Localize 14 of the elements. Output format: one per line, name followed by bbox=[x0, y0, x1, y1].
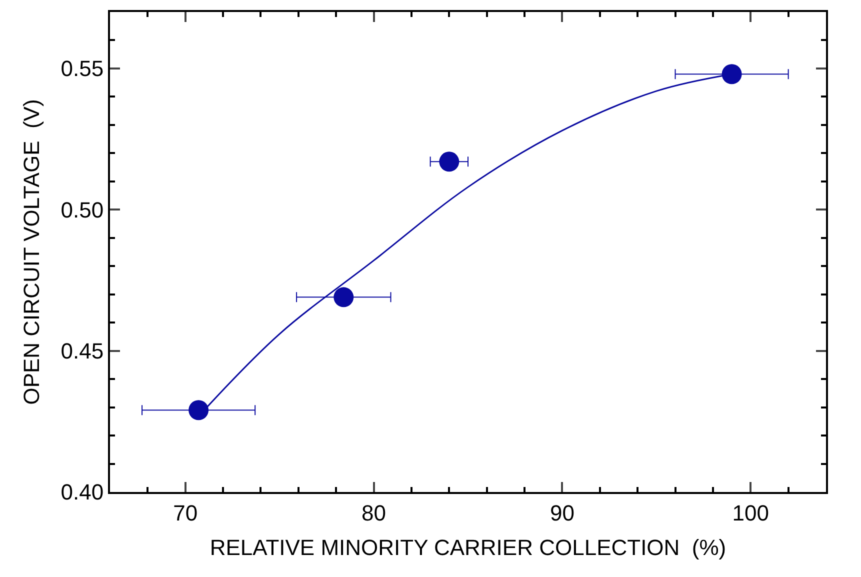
x-tick-label: 90 bbox=[550, 500, 574, 526]
point bbox=[334, 287, 354, 308]
y-tick-label: 0.50 bbox=[60, 197, 104, 222]
x-tick-label: 70 bbox=[173, 500, 198, 526]
point bbox=[439, 152, 460, 172]
x-tick-label: 100 bbox=[732, 500, 769, 526]
y-tick-label: 0.45 bbox=[60, 338, 104, 364]
y-tick-label: 0.55 bbox=[60, 56, 104, 82]
y-axis-title: OPEN CIRCUIT VOLTAGE (V) bbox=[19, 99, 44, 405]
point bbox=[188, 400, 209, 420]
point bbox=[722, 64, 742, 84]
y-tick-label: 0.40 bbox=[60, 480, 104, 505]
x-tick-label: 80 bbox=[362, 500, 386, 526]
x-axis-title: RELATIVE MINORITY CARRIER COLLECTION (%) bbox=[210, 534, 726, 560]
